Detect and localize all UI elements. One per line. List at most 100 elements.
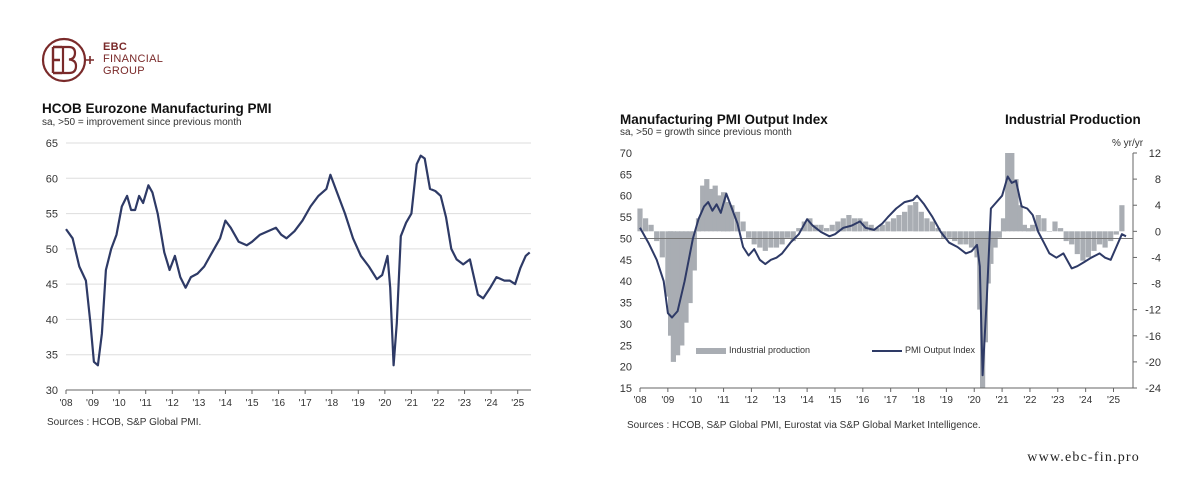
x-tick-label: '11 (140, 398, 153, 409)
pmi-output-series-line (639, 175, 1127, 377)
x-tick-label: '22 (431, 398, 444, 409)
left-chart-source: Sources : HCOB, S&P Global PMI. (47, 417, 202, 428)
industrial-production-bar (982, 231, 988, 343)
industrial-production-bar (665, 231, 671, 297)
industrial-production-bar (725, 202, 731, 232)
industrial-production-bar (648, 224, 654, 232)
industrial-production-bar (935, 228, 941, 232)
x-tick-label: '09 (661, 395, 674, 406)
industrial-production-bar (729, 205, 735, 232)
x-tick-label: '08 (59, 398, 72, 409)
industrial-production-bar (952, 231, 958, 242)
industrial-production-bar (857, 218, 863, 232)
industrial-production-bar (1052, 221, 1058, 232)
industrial-production-bar (807, 218, 813, 232)
industrial-production-bar (918, 211, 924, 232)
legend-line-label: PMI Output Index (905, 345, 976, 355)
x-tick-label: '15 (245, 398, 258, 409)
industrial-production-bar (712, 185, 718, 232)
x-tick-label: '13 (192, 398, 205, 409)
industrial-production-bar (1026, 228, 1032, 232)
right-y-tick-label: -16 (1145, 331, 1161, 343)
x-tick-label: '09 (86, 398, 99, 409)
industrial-production-bar (913, 202, 919, 232)
industrial-production-bar (637, 208, 643, 232)
x-tick-label: '19 (352, 398, 365, 409)
industrial-production-bar (768, 231, 774, 248)
industrial-production-bar (1058, 228, 1064, 232)
ebc-logo-icon (41, 37, 94, 83)
industrial-production-bar (824, 228, 830, 232)
industrial-production-bar (670, 231, 676, 362)
x-tick-label: '19 (940, 395, 953, 406)
industrial-production-bar (668, 231, 674, 336)
y-tick-label: 50 (46, 244, 58, 256)
legend-bar-label: Industrial production (729, 345, 811, 355)
x-tick-label: '18 (325, 398, 338, 409)
x-tick-label: '15 (828, 395, 841, 406)
industrial-production-bar (988, 231, 994, 264)
industrial-production-bar (1069, 231, 1075, 245)
industrial-production-bar (643, 218, 649, 232)
x-tick-label: '20 (378, 398, 391, 409)
industrial-production-bar (1013, 179, 1019, 232)
industrial-production-bar (1074, 231, 1080, 255)
x-tick-label: '21 (405, 398, 418, 409)
y-tick-label: 30 (46, 385, 58, 397)
industrial-production-bar (885, 221, 891, 232)
industrial-production-bar (879, 224, 885, 232)
industrial-production-bar (773, 231, 780, 248)
industrial-production-bar (1063, 231, 1069, 242)
x-tick-label: '18 (912, 395, 925, 406)
x-tick-label: '12 (166, 398, 179, 409)
y-tick-label: 65 (46, 138, 58, 150)
industrial-production-bar (929, 221, 936, 232)
industrial-production-bar (902, 211, 908, 232)
brand-name-line2: FINANCIAL (103, 53, 164, 65)
x-tick-label: '23 (1051, 395, 1064, 406)
industrial-production-bar (1030, 224, 1036, 232)
x-tick-label: '08 (633, 395, 646, 406)
industrial-production-bar (992, 231, 998, 248)
industrial-production-bar (687, 231, 693, 304)
y-tick-label: 40 (46, 314, 58, 326)
industrial-production-bar (968, 231, 975, 248)
left-y-tick-label: 35 (620, 298, 632, 310)
x-tick-label: '12 (745, 395, 758, 406)
industrial-production-bar (751, 231, 757, 245)
x-tick-label: '11 (717, 395, 730, 406)
right-y-tick-label: 8 (1155, 174, 1161, 186)
left-y-tick-label: 60 (620, 191, 632, 203)
right-chart-title-right: Industrial Production (1005, 112, 1141, 127)
industrial-production-bar (1041, 218, 1047, 232)
industrial-production-bar (896, 215, 902, 232)
left-chart-title: HCOB Eurozone Manufacturing PMI (42, 101, 272, 116)
y-tick-label: 35 (46, 350, 58, 362)
industrial-production-bar (840, 218, 846, 232)
right-y-tick-label: 4 (1155, 200, 1161, 212)
right-chart-title: Manufacturing PMI Output Index (620, 112, 828, 127)
x-tick-label: '25 (1107, 395, 1120, 406)
industrial-production-bar (704, 179, 710, 232)
x-tick-label: '16 (856, 395, 869, 406)
industrial-production-bar (716, 195, 722, 232)
x-tick-label: '10 (113, 398, 126, 409)
industrial-production-bar (790, 231, 796, 242)
brand-name-line1: EBC (103, 41, 128, 53)
website-url: www.ebc-fin.pro (1027, 450, 1140, 465)
x-tick-label: '10 (689, 395, 702, 406)
industrial-production-bar (1009, 153, 1015, 232)
industrial-production-bar (1119, 205, 1125, 232)
left-y-tick-label: 45 (620, 255, 632, 267)
industrial-production-bar (1102, 231, 1108, 248)
industrial-production-bar (1017, 205, 1023, 232)
industrial-production-bar (1046, 231, 1052, 232)
right-chart-subtitle: sa, >50 = growth since previous month (620, 127, 792, 138)
industrial-production-bar (746, 231, 752, 238)
industrial-production-bar (785, 231, 791, 238)
left-y-tick-label: 15 (620, 383, 632, 395)
x-tick-label: '14 (801, 395, 814, 406)
industrial-production-bar (874, 228, 880, 232)
